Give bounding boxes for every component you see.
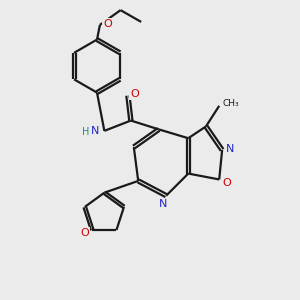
Text: N: N	[226, 143, 235, 154]
Text: H: H	[82, 127, 90, 137]
Text: CH₃: CH₃	[222, 99, 239, 108]
Text: O: O	[80, 228, 89, 238]
Text: O: O	[103, 19, 112, 29]
Text: N: N	[91, 126, 99, 136]
Text: O: O	[222, 178, 231, 188]
Text: N: N	[159, 199, 167, 209]
Text: O: O	[130, 89, 139, 99]
